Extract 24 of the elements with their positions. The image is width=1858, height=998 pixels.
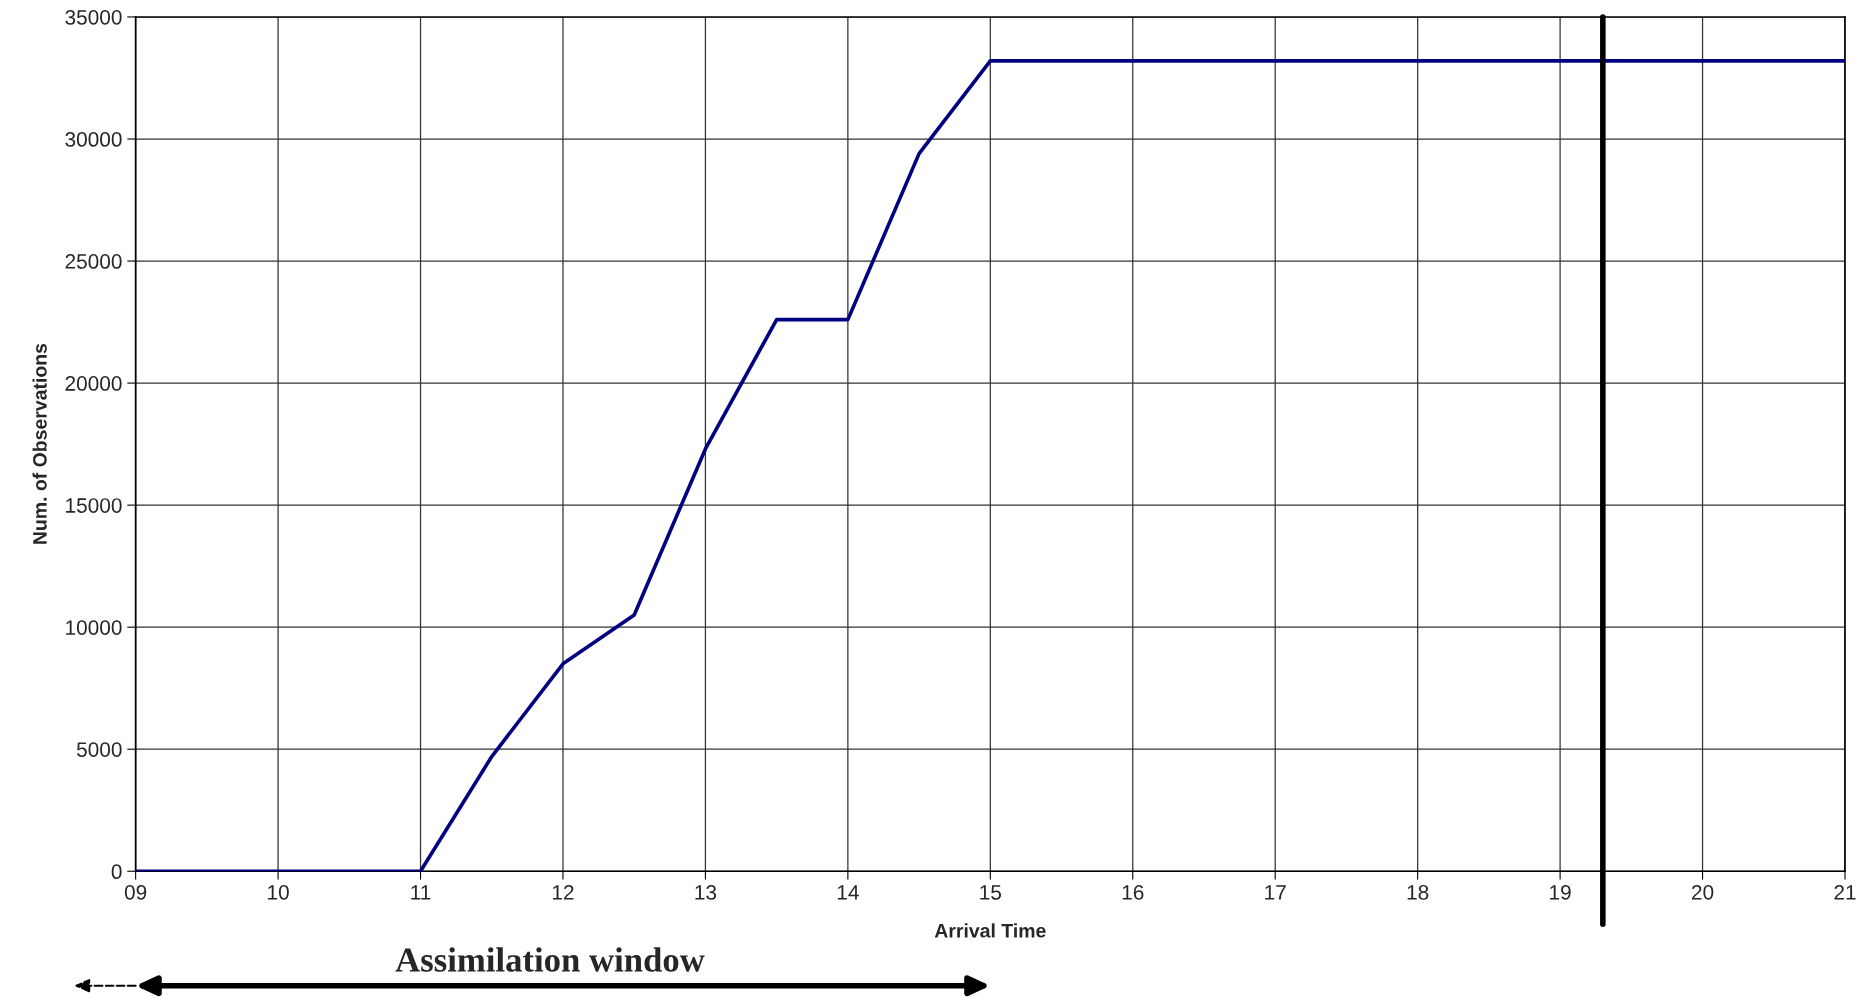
y-tick-label: 0 bbox=[111, 864, 122, 880]
x-tick-label: 10 bbox=[268, 885, 289, 900]
y-tick-label: 10000 bbox=[66, 620, 122, 635]
y-tick-label: 15000 bbox=[66, 498, 122, 513]
x-tick-label: 12 bbox=[552, 885, 574, 900]
x-tick-label: 18 bbox=[1407, 885, 1429, 900]
x-tick-label: 14 bbox=[837, 885, 859, 900]
x-tick-label: 15 bbox=[980, 885, 1002, 900]
x-tick-label: 21 bbox=[1834, 885, 1856, 900]
text: Assimilation window bbox=[395, 947, 705, 972]
x-axis-title: Arrival Time bbox=[934, 923, 1046, 938]
x-tick-label: 09 bbox=[124, 885, 147, 900]
y-tick-label: 35000 bbox=[65, 9, 122, 25]
y-axis-title: Num. of Observations bbox=[32, 343, 47, 544]
y-tick-label: 20000 bbox=[65, 376, 122, 391]
x-tick-label: 11 bbox=[411, 885, 431, 900]
x-tick-label: 16 bbox=[1122, 885, 1144, 900]
x-tick-label: 19 bbox=[1550, 885, 1571, 900]
y-tick-label: 30000 bbox=[65, 132, 122, 147]
x-tick-label: 20 bbox=[1692, 885, 1714, 900]
y-tick-label: 25000 bbox=[65, 254, 122, 269]
x-tick-label: 13 bbox=[695, 885, 717, 900]
y-tick-label: 5000 bbox=[76, 742, 122, 757]
x-tick-label: 17 bbox=[1265, 885, 1286, 900]
